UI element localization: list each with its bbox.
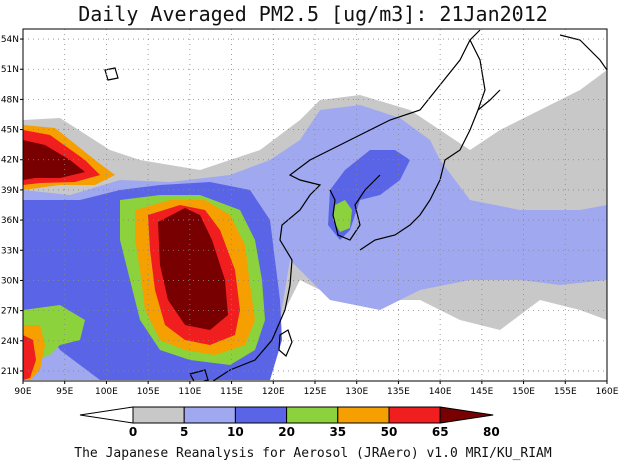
- lat-tick-label: 27N: [1, 307, 19, 317]
- lon-tick-label: 115E: [220, 387, 243, 397]
- colorbar-segment: [132, 406, 185, 424]
- lat-tick-label: 42N: [1, 156, 19, 166]
- lon-tick-label: 125E: [304, 387, 327, 397]
- lon-tick-label: 135E: [387, 387, 410, 397]
- latitude-labels: 21N 24N 27N 30N 33N 36N 39N 42N 45N 48N 51N 54N: [1, 35, 23, 377]
- lat-tick-label: 21N: [1, 367, 19, 377]
- map-title: Daily Averaged PM2.5 [ug/m3]: 21Jan2012: [78, 2, 548, 26]
- coastline-lake-baikal: [104, 67, 119, 81]
- colorbar-low-arrow: [79, 406, 134, 424]
- colorbar-label: 10: [227, 425, 244, 439]
- coastline-taiwan: [278, 329, 293, 357]
- lon-tick-label: 150E: [512, 387, 535, 397]
- lat-tick-label: 33N: [1, 246, 19, 256]
- contour-65-80-sw: [23, 335, 36, 380]
- lon-tick-label: 95E: [56, 387, 73, 397]
- colorbar-high-arrow: [439, 406, 494, 424]
- colorbar-label: 80: [483, 425, 500, 439]
- lon-tick-label: 140E: [429, 387, 452, 397]
- longitude-labels: 90E 95E 100E 105E 110E 115E 120E 125E 130E 135E 14…: [14, 381, 619, 397]
- colorbar-segment: [388, 406, 441, 424]
- coastline-hainan: [189, 369, 209, 381]
- lon-tick-label: 120E: [262, 387, 285, 397]
- lon-tick-label: 160E: [596, 387, 619, 397]
- lon-tick-label: 90E: [14, 387, 31, 397]
- coastline-korea: [329, 174, 381, 241]
- lat-tick-label: 51N: [1, 65, 19, 75]
- contour-80-plus: [158, 208, 228, 330]
- footer-credit: The Japanese Reanalysis for Aerosol (JRA…: [74, 446, 552, 461]
- colorbar-segment: [183, 406, 236, 424]
- lat-tick-label: 39N: [1, 186, 19, 196]
- colorbar-segment: [234, 406, 288, 424]
- coastline-china: [211, 29, 481, 381]
- lat-tick-label: 30N: [1, 276, 19, 286]
- colorbar-label: 65: [432, 425, 449, 439]
- colorbar: 0 5 10 20 35 50 65 80: [79, 406, 500, 439]
- lon-tick-label: 110E: [178, 387, 201, 397]
- lon-tick-label: 105E: [137, 387, 160, 397]
- lat-tick-label: 54N: [1, 35, 19, 45]
- colorbar-label: 50: [381, 425, 398, 439]
- coastline-kamchatka: [559, 34, 607, 71]
- contour-35-50-korea: [333, 200, 352, 232]
- lon-tick-label: 130E: [345, 387, 368, 397]
- lat-tick-label: 36N: [1, 216, 19, 226]
- colorbar-label: 5: [180, 425, 188, 439]
- lon-tick-label: 100E: [95, 387, 118, 397]
- lat-tick-label: 48N: [1, 95, 19, 105]
- colorbar-segment: [337, 406, 390, 424]
- lon-tick-label: 155E: [554, 387, 577, 397]
- lon-tick-label: 145E: [470, 387, 493, 397]
- colorbar-segment: [286, 406, 339, 424]
- colorbar-label: 0: [129, 425, 137, 439]
- lat-tick-label: 24N: [1, 337, 19, 347]
- lat-tick-label: 45N: [1, 126, 19, 136]
- map-grid: [23, 29, 607, 381]
- colorbar-label: 35: [329, 425, 346, 439]
- colorbar-label: 20: [278, 425, 295, 439]
